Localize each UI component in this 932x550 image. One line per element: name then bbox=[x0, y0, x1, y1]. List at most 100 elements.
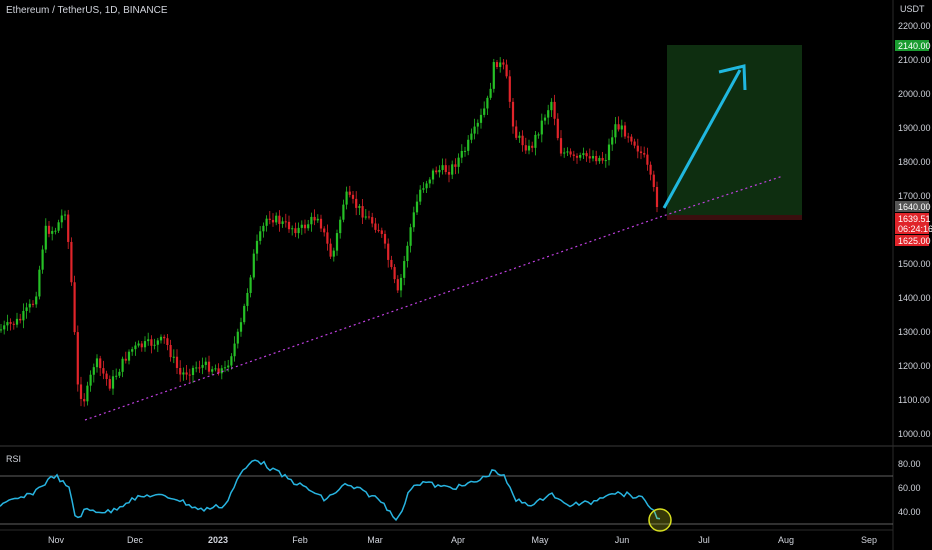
candle-body bbox=[92, 367, 95, 375]
candle-body bbox=[396, 279, 399, 291]
candle-body bbox=[441, 165, 444, 170]
candle-body bbox=[28, 303, 31, 308]
candle-body bbox=[508, 76, 511, 102]
time-label: Nov bbox=[48, 535, 65, 545]
candle-body bbox=[313, 216, 316, 221]
price-tick: 1400.00 bbox=[898, 293, 931, 303]
support-trendline[interactable] bbox=[84, 216, 661, 421]
candle-body bbox=[588, 156, 591, 159]
candle-body bbox=[585, 153, 588, 157]
candle-body bbox=[447, 172, 451, 175]
candle-body bbox=[323, 228, 326, 233]
candle-body bbox=[3, 325, 6, 330]
candle-body bbox=[387, 243, 390, 260]
candle-body bbox=[319, 218, 323, 229]
candle-body bbox=[214, 368, 217, 370]
candle-body bbox=[655, 186, 659, 208]
candle-body bbox=[643, 153, 646, 155]
candle-body bbox=[623, 125, 627, 137]
candle-body bbox=[553, 101, 556, 119]
candle-body bbox=[329, 243, 332, 257]
candle-body bbox=[470, 133, 473, 140]
candle-body bbox=[486, 97, 489, 109]
candle-body bbox=[99, 358, 102, 369]
candle-body bbox=[380, 230, 383, 234]
candle-body bbox=[111, 376, 115, 389]
candle-body bbox=[348, 191, 351, 195]
candle-body bbox=[435, 170, 438, 173]
candle-body bbox=[595, 156, 598, 162]
candle-body bbox=[326, 232, 329, 244]
candle-body bbox=[236, 331, 239, 344]
candle-body bbox=[271, 219, 275, 223]
candle-body bbox=[460, 150, 463, 158]
candle-body bbox=[57, 222, 60, 231]
candle-body bbox=[540, 120, 543, 135]
candle-body bbox=[303, 224, 307, 229]
bar-countdown: 06:24:16 bbox=[898, 224, 932, 234]
candle-body bbox=[611, 137, 614, 145]
candle-body bbox=[342, 204, 345, 220]
candle-body bbox=[201, 364, 204, 368]
candle-body bbox=[598, 157, 601, 162]
candle-body bbox=[265, 218, 268, 226]
candle-body bbox=[223, 367, 227, 369]
rsi-line[interactable] bbox=[0, 459, 661, 522]
candle-body bbox=[131, 349, 134, 352]
candle-body bbox=[390, 259, 393, 268]
candle-body bbox=[566, 151, 569, 153]
candle-body bbox=[582, 153, 585, 156]
time-label: Mar bbox=[367, 535, 383, 545]
stop-price-tag bbox=[895, 235, 929, 246]
current-price-tag bbox=[895, 213, 929, 234]
target-zone[interactable] bbox=[667, 45, 802, 215]
candle-body bbox=[534, 134, 537, 148]
candle-body bbox=[12, 323, 15, 325]
candle-body bbox=[287, 221, 291, 230]
time-label: Jun bbox=[615, 535, 630, 545]
symbol-title[interactable]: Ethereum / TetherUS, 1D, BINANCE bbox=[6, 5, 168, 16]
trendline-projection[interactable] bbox=[659, 175, 784, 218]
candle-body bbox=[35, 296, 38, 305]
candle-body bbox=[137, 343, 140, 346]
candle-body bbox=[399, 277, 403, 291]
candle-body bbox=[406, 245, 409, 262]
last-close-tag bbox=[895, 201, 929, 212]
candle-body bbox=[86, 385, 89, 402]
candle-body bbox=[294, 228, 297, 234]
candle-body bbox=[281, 221, 284, 224]
candle-body bbox=[67, 214, 70, 242]
time-label: May bbox=[531, 535, 549, 545]
candle-body bbox=[364, 216, 367, 218]
candle-body bbox=[614, 124, 617, 138]
candle-body bbox=[47, 225, 51, 234]
target-price-tag bbox=[895, 40, 929, 51]
rsi-highlight-circle[interactable] bbox=[648, 508, 672, 532]
candle-body bbox=[217, 368, 220, 374]
candle-body bbox=[300, 224, 303, 228]
candle-body bbox=[38, 269, 41, 297]
candle-body bbox=[428, 179, 431, 184]
candle-body bbox=[169, 344, 172, 358]
candle-body bbox=[479, 114, 483, 123]
candle-body bbox=[358, 206, 361, 208]
candle-body bbox=[121, 358, 124, 372]
target-arrow[interactable] bbox=[662, 69, 742, 209]
candle-body bbox=[467, 139, 470, 151]
candle-body bbox=[255, 240, 259, 254]
candle-body bbox=[351, 194, 355, 199]
candle-body bbox=[316, 218, 319, 221]
stop-zone[interactable] bbox=[667, 215, 802, 220]
candle-body bbox=[79, 384, 83, 399]
candles-layer bbox=[0, 57, 659, 407]
candle-body bbox=[188, 374, 191, 376]
time-label: Dec bbox=[127, 535, 144, 545]
candle-body bbox=[339, 219, 342, 234]
candle-body bbox=[185, 372, 188, 375]
candle-body bbox=[19, 318, 22, 321]
candle-body bbox=[422, 188, 425, 190]
candle-body bbox=[230, 356, 233, 366]
candle-body bbox=[9, 322, 12, 324]
candle-body bbox=[604, 160, 607, 162]
